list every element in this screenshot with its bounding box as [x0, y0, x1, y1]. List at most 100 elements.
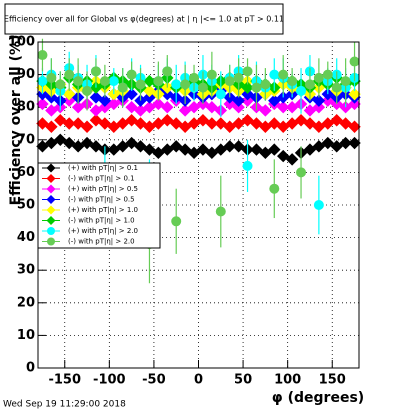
marker [63, 87, 76, 101]
legend-marker [47, 227, 55, 235]
marker [54, 114, 67, 127]
marker [312, 94, 326, 107]
y-tick-label: 90 [17, 67, 35, 82]
marker [135, 79, 146, 90]
marker [205, 100, 219, 114]
marker [187, 146, 201, 160]
marker [277, 100, 290, 114]
legend-label: (+) with pT|η| > 0.5 [68, 185, 138, 193]
marker [348, 97, 361, 111]
legend-label: (-) with pT|η| > 2.0 [68, 238, 135, 246]
marker [80, 136, 94, 150]
marker [294, 114, 308, 127]
marker [107, 143, 120, 156]
marker [268, 143, 281, 156]
marker [45, 120, 58, 133]
marker [134, 140, 147, 153]
y-tick-label: 60 [17, 165, 35, 180]
legend-label: (+) with pT|η| > 0.1 [68, 164, 138, 172]
marker [90, 66, 101, 77]
marker [304, 79, 315, 90]
marker [232, 117, 245, 130]
marker [89, 104, 103, 117]
x-tick-label: 50 [234, 373, 252, 388]
marker [313, 72, 324, 83]
marker [303, 143, 317, 156]
y-tick-label: 30 [17, 263, 35, 278]
marker [152, 117, 165, 130]
y-tick-label: 0 [26, 361, 35, 376]
marker [89, 114, 103, 127]
marker [161, 100, 174, 114]
marker [214, 143, 227, 156]
marker [251, 82, 262, 93]
chart-title: Efficiency over all for Global vs φ(degr… [4, 15, 284, 24]
marker [215, 89, 226, 100]
marker [196, 114, 210, 127]
marker [296, 167, 307, 178]
marker [206, 69, 217, 80]
marker [277, 120, 290, 133]
marker [348, 120, 361, 133]
marker [170, 117, 183, 130]
marker [287, 76, 298, 87]
marker [321, 117, 334, 130]
y-tick-label: 40 [17, 230, 35, 245]
marker [187, 100, 201, 114]
marker [330, 114, 343, 127]
x-tick-label: 100 [274, 373, 301, 388]
marker [153, 76, 164, 87]
marker [250, 117, 263, 130]
marker [285, 153, 299, 166]
marker [232, 94, 245, 107]
marker [339, 117, 352, 130]
legend-label: (-) with pT|η| > 1.0 [68, 217, 135, 225]
marker [152, 97, 165, 111]
marker [73, 76, 84, 87]
marker [232, 140, 245, 153]
marker [312, 140, 326, 153]
marker [63, 136, 76, 150]
marker [223, 120, 236, 133]
y-tick-label: 50 [17, 198, 35, 213]
x-tick-label: 0 [194, 373, 203, 388]
marker [89, 91, 103, 104]
marker [161, 114, 174, 127]
x-tick-label: 150 [319, 373, 346, 388]
marker [108, 76, 119, 87]
marker [348, 87, 361, 101]
marker [250, 143, 263, 156]
marker [98, 94, 112, 107]
marker [152, 146, 165, 160]
marker [171, 79, 182, 90]
marker [178, 120, 192, 133]
legend-box [37, 162, 161, 249]
x-axis-label: φ (degrees) [272, 390, 364, 406]
y-tick-label: 80 [17, 100, 35, 115]
marker [321, 136, 334, 150]
marker [259, 104, 272, 117]
marker [268, 117, 281, 130]
marker [161, 143, 174, 156]
marker [303, 117, 317, 130]
marker [125, 114, 138, 127]
legend-marker [46, 163, 56, 173]
marker [241, 114, 254, 127]
marker [143, 120, 156, 133]
marker [205, 146, 219, 160]
marker [162, 66, 173, 77]
marker [197, 82, 208, 93]
marker [134, 104, 147, 117]
marker [223, 97, 236, 111]
marker [36, 140, 49, 153]
y-tick-label: 10 [17, 328, 35, 343]
series [36, 133, 361, 166]
marker [36, 97, 49, 111]
marker [268, 94, 281, 107]
marker [125, 136, 138, 150]
marker [214, 117, 227, 130]
marker [285, 117, 299, 130]
marker [98, 117, 112, 130]
marker [64, 69, 75, 80]
